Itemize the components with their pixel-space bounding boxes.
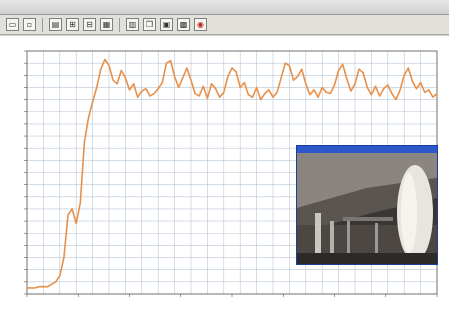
chart-ticks (24, 50, 438, 297)
chart-series (27, 58, 438, 289)
video-inset-window[interactable] (296, 145, 438, 265)
camera-image (297, 153, 437, 264)
copy-icon[interactable]: ❐ (143, 18, 156, 31)
chart-area (0, 36, 449, 328)
chart-icon[interactable]: ▩ (177, 18, 190, 31)
window-titlebar (0, 0, 449, 15)
zoom-in-icon[interactable]: ⊞ (66, 18, 79, 31)
toolbar: ▭ ▫ ▤ ⊞ ⊟ ▦ ▥ ❐ ▣ ▩ ◉ (0, 15, 449, 35)
print-icon[interactable]: ▤ (49, 18, 62, 31)
paste-icon[interactable]: ▣ (160, 18, 173, 31)
open-icon[interactable]: ▭ (6, 18, 19, 31)
save-icon[interactable]: ▫ (23, 18, 36, 31)
inset-titlebar[interactable] (297, 146, 437, 153)
series-line (27, 58, 438, 289)
table-icon[interactable]: ▥ (126, 18, 139, 31)
zoom-out-icon[interactable]: ⊟ (83, 18, 96, 31)
toolbar-separator (42, 17, 43, 32)
record-icon[interactable]: ◉ (194, 18, 207, 31)
grid-icon[interactable]: ▦ (100, 18, 113, 31)
toolbar-separator (119, 17, 120, 32)
